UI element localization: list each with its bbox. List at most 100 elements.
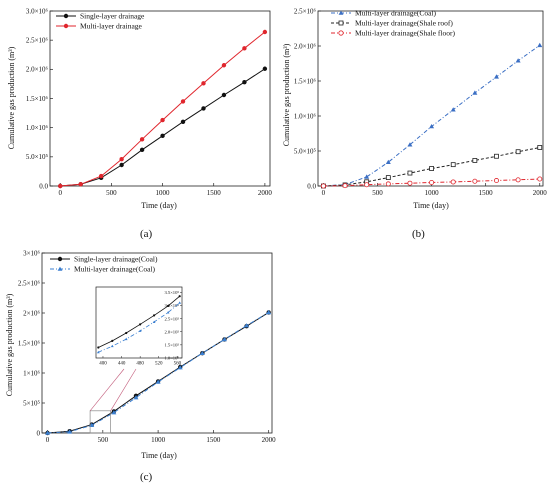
data-point-b-2-5 [429, 179, 435, 185]
data-point-b-1-9 [515, 149, 521, 155]
data-point-c-1-10 [266, 309, 272, 315]
data-point-b-0-5 [429, 124, 435, 129]
inset-connector-0 [89, 368, 125, 411]
x-axis-label-a: Time (day) [141, 201, 177, 210]
data-point-b-2-0 [320, 183, 326, 189]
data-point-b-0-10 [537, 42, 543, 48]
series-line-c-1 [47, 311, 269, 434]
inset-x-tick-label-2: 480 [136, 362, 144, 367]
inset-data-point-1-4 [152, 320, 156, 323]
data-point-a-1-9 [242, 46, 247, 51]
data-point-b-2-4 [407, 180, 413, 186]
legend-marker-c-0 [57, 256, 63, 262]
y-axis-label-b: Cumulative gas production (m³) [282, 43, 291, 146]
data-point-b-1-6 [450, 162, 456, 168]
data-point-a-0-9 [242, 79, 247, 85]
legend-label-b-1: Multi-layer drainage(Shale roof) [355, 19, 453, 28]
data-point-a-1-8 [221, 63, 227, 68]
inset-data-point-0-3 [139, 323, 142, 326]
x-tick-label-c-0: 0 [46, 436, 50, 444]
data-point-b-2-7 [472, 178, 478, 184]
data-point-b-0-8 [493, 74, 499, 79]
legend-a: Single-layer drainage Multi-layer draina… [56, 12, 145, 31]
y-axis-label-c: Cumulative gas production (m³) [5, 293, 14, 396]
x-axis-label-c: Time (day) [141, 451, 177, 460]
inset-frame [95, 286, 183, 359]
legend-marker-c-1 [57, 266, 63, 271]
data-point-a-0-5 [160, 133, 165, 139]
inset-y-tick-label-5: 3.5×10⁵ [164, 290, 179, 295]
legend-b: Multi-layer drainage(Coal) Multi-layer d… [331, 9, 455, 38]
data-point-b-0-9 [515, 58, 521, 63]
inset-connector-1 [110, 368, 137, 411]
y-tick-label-a-5: 2.5×10⁶ [26, 37, 49, 45]
data-point-b-0-3 [385, 159, 391, 164]
y-tick-label-c-3: 1.5×10⁶ [18, 339, 41, 347]
y-tick-label-b-2: 1.0×10⁶ [294, 112, 317, 120]
inset-data-point-1-6 [178, 301, 182, 304]
inset-x-tick-label-4: 560 [174, 362, 182, 367]
y-tick-label-c-5: 2.5×10⁶ [18, 279, 41, 287]
inset-x-tick-label-0: 400 [99, 362, 107, 367]
series-line-a-0 [60, 68, 266, 187]
y-tick-label-a-3: 1.5×10⁶ [26, 95, 49, 103]
inset-y-tick-label-2: 2.0×10⁵ [164, 329, 179, 334]
chart-panel-b: 0 500 1000 1500 2000 0.0 5.0×10⁵ 1.0×10⁶ 1.5×10⁶… [282, 7, 547, 240]
data-point-b-2-1 [342, 183, 348, 189]
x-tick-label-b-4: 2000 [533, 189, 548, 197]
x-tick-label-a-3: 1500 [207, 189, 222, 197]
plot-area-b: 0 500 1000 1500 2000 0.0 5.0×10⁵ 1.0×10⁶ 1.5×10⁶… [294, 7, 547, 197]
y-tick-label-c-1: 5×10⁵ [23, 399, 40, 407]
y-tick-label-c-0: 0 [37, 429, 41, 437]
inset-data-point-0-0 [97, 346, 100, 349]
inset-y-tick-label-4: 3.0×10⁵ [164, 303, 179, 308]
data-point-b-2-3 [385, 181, 391, 187]
panel-label-b: (b) [412, 228, 425, 240]
y-tick-label-b-1: 5.0×10⁵ [294, 147, 317, 155]
data-point-a-1-10 [262, 29, 268, 35]
x-tick-label-a-2: 1000 [156, 189, 171, 197]
data-point-a-0-8 [221, 92, 227, 98]
inset-y-tick-label-3: 2.5×10⁵ [164, 316, 179, 321]
data-point-c-1-1 [67, 429, 73, 434]
inset-data-point-0-5 [166, 304, 170, 308]
y-tick-label-b-5: 2.5×10⁶ [294, 7, 317, 15]
x-tick-label-c-3: 1500 [206, 436, 221, 444]
data-point-b-2-9 [515, 177, 521, 183]
legend-label-c-1: Multi-layer drainage(Coal) [74, 265, 156, 274]
data-point-b-2-8 [493, 178, 499, 184]
data-point-b-1-5 [429, 166, 434, 171]
inset-data-point-1-3 [138, 329, 142, 332]
y-axis-label-a: Cumulative gas production (m³) [7, 46, 16, 149]
inset-x-tick-label-3: 520 [155, 362, 163, 367]
legend-label-a-0: Single-layer drainage [80, 12, 145, 21]
panel-label-c: (c) [140, 471, 153, 483]
inset-x-tick-label-1: 440 [118, 362, 126, 367]
chart-panel-a: 0 500 1000 1500 2000 0.0 5.0×10⁵ 1.0×10⁶ 1.5×10⁶… [7, 7, 272, 240]
legend-marker-b-2 [338, 30, 344, 36]
data-point-b-1-3 [385, 175, 391, 181]
x-axis-label-b: Time (day) [413, 201, 449, 210]
data-point-b-0-2 [364, 174, 370, 179]
plot-frame-b [317, 10, 544, 187]
x-tick-label-a-4: 2000 [258, 189, 273, 197]
data-point-a-0-4 [139, 147, 145, 153]
plot-frame-a [49, 10, 271, 187]
series-line-b-1 [323, 147, 540, 187]
y-tick-label-b-3: 1.5×10⁶ [294, 77, 317, 85]
legend-marker-a-1 [63, 23, 69, 29]
data-point-c-1-4 [133, 395, 139, 400]
y-tick-label-a-1: 5.0×10⁵ [26, 153, 49, 161]
inset-data-point-0-1 [111, 339, 114, 343]
x-tick-label-b-0: 0 [322, 189, 326, 197]
x-tick-label-b-2: 1000 [425, 189, 440, 197]
inset-data-point-1-5 [166, 311, 170, 314]
data-point-c-1-2 [89, 422, 95, 427]
data-point-a-1-3 [119, 156, 124, 162]
data-point-b-2-2 [364, 182, 370, 188]
data-point-a-0-7 [201, 106, 206, 111]
data-point-b-0-4 [407, 142, 413, 147]
legend-label-b-0: Multi-layer drainage(Coal) [355, 9, 437, 18]
